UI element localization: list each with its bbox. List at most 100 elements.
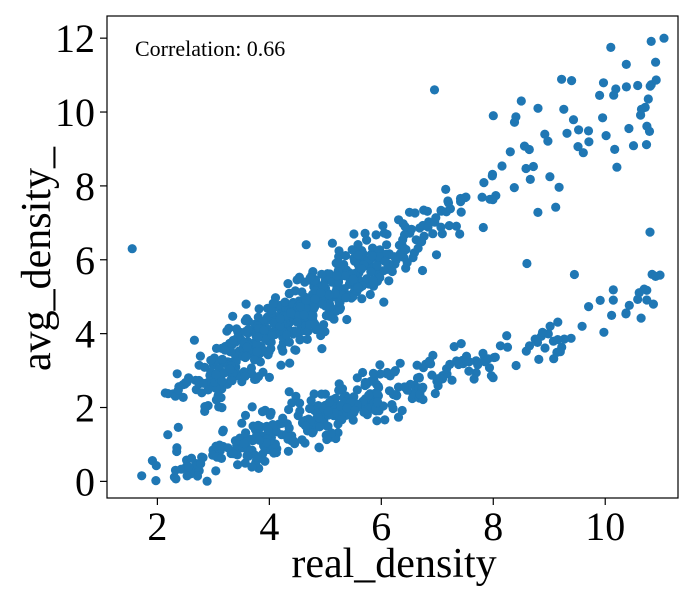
data-point [364, 390, 374, 400]
data-point [348, 274, 358, 284]
data-point [249, 355, 260, 365]
data-point [253, 420, 263, 430]
data-point [397, 405, 407, 416]
data-point [283, 446, 293, 456]
data-point [195, 351, 205, 361]
data-point [461, 192, 471, 202]
data-point [609, 90, 619, 100]
data-point [545, 321, 555, 331]
data-point [211, 466, 221, 476]
data-point [314, 324, 324, 334]
data-point [511, 360, 521, 371]
data-point [151, 461, 161, 471]
data-point [357, 294, 367, 304]
y-tick-label: 4 [75, 312, 95, 357]
data-point [486, 371, 496, 381]
data-point [198, 453, 208, 463]
data-point [380, 256, 390, 267]
data-point [384, 276, 394, 286]
data-point [381, 249, 391, 259]
data-point [636, 313, 646, 323]
data-point [488, 195, 498, 205]
data-point [549, 354, 559, 364]
data-point [367, 251, 377, 261]
data-point [160, 388, 170, 398]
data-point [282, 330, 292, 340]
data-point [553, 335, 563, 345]
data-point [171, 474, 181, 484]
data-point [399, 382, 409, 392]
data-point [240, 458, 250, 468]
data-point [382, 229, 392, 239]
data-point [483, 354, 493, 364]
data-point [198, 378, 208, 388]
data-point [341, 251, 351, 261]
data-point [189, 335, 199, 345]
data-point [254, 304, 264, 314]
data-point [651, 271, 661, 281]
data-point [360, 377, 370, 388]
data-point [645, 81, 655, 91]
data-point [216, 453, 227, 463]
data-point [242, 342, 252, 352]
data-point [495, 341, 505, 351]
y-tick-label: 6 [75, 238, 95, 283]
data-point [284, 423, 294, 433]
data-point [215, 440, 225, 450]
data-point [375, 369, 385, 379]
data-point [644, 126, 655, 136]
data-point [297, 435, 307, 445]
data-point [449, 342, 459, 352]
data-point [433, 374, 443, 384]
data-point [509, 117, 520, 127]
data-point [365, 289, 375, 300]
data-point [554, 182, 564, 192]
data-point [422, 206, 432, 216]
data-point [254, 435, 264, 445]
data-point [334, 246, 344, 256]
data-point [324, 397, 335, 407]
data-point [267, 331, 277, 341]
data-point [237, 418, 247, 428]
y-axis-ticks: 0 2 4 6 8 10 12 [55, 16, 107, 504]
data-point [269, 448, 279, 458]
data-point [395, 358, 405, 368]
data-point [607, 310, 617, 320]
data-point [568, 115, 579, 125]
data-point [573, 142, 583, 152]
data-point [559, 334, 569, 344]
data-point [284, 404, 294, 415]
data-point [327, 238, 337, 248]
data-point [583, 126, 594, 136]
data-point [268, 298, 278, 308]
data-point [559, 104, 569, 114]
data-point [634, 288, 644, 298]
data-point [241, 299, 251, 309]
data-point [418, 382, 428, 392]
plot-frame [106, 15, 679, 499]
data-point [302, 334, 312, 344]
data-point [423, 222, 433, 232]
data-point [299, 310, 309, 320]
data-point [390, 367, 400, 377]
data-point [429, 85, 440, 95]
data-point [342, 403, 352, 413]
data-point [227, 376, 237, 386]
data-point [137, 471, 147, 481]
data-point [172, 446, 182, 457]
data-point [317, 269, 327, 279]
data-point [464, 366, 474, 376]
data-point [387, 400, 397, 410]
data-point [295, 406, 305, 416]
data-point [382, 240, 392, 250]
data-point [240, 410, 251, 420]
data-point [461, 351, 472, 361]
data-point [260, 456, 270, 466]
data-point [455, 229, 465, 239]
data-point [291, 391, 301, 401]
data-point [400, 244, 410, 254]
data-point [260, 334, 270, 344]
data-point [241, 428, 251, 438]
data-point [127, 244, 137, 254]
data-point [275, 313, 285, 324]
